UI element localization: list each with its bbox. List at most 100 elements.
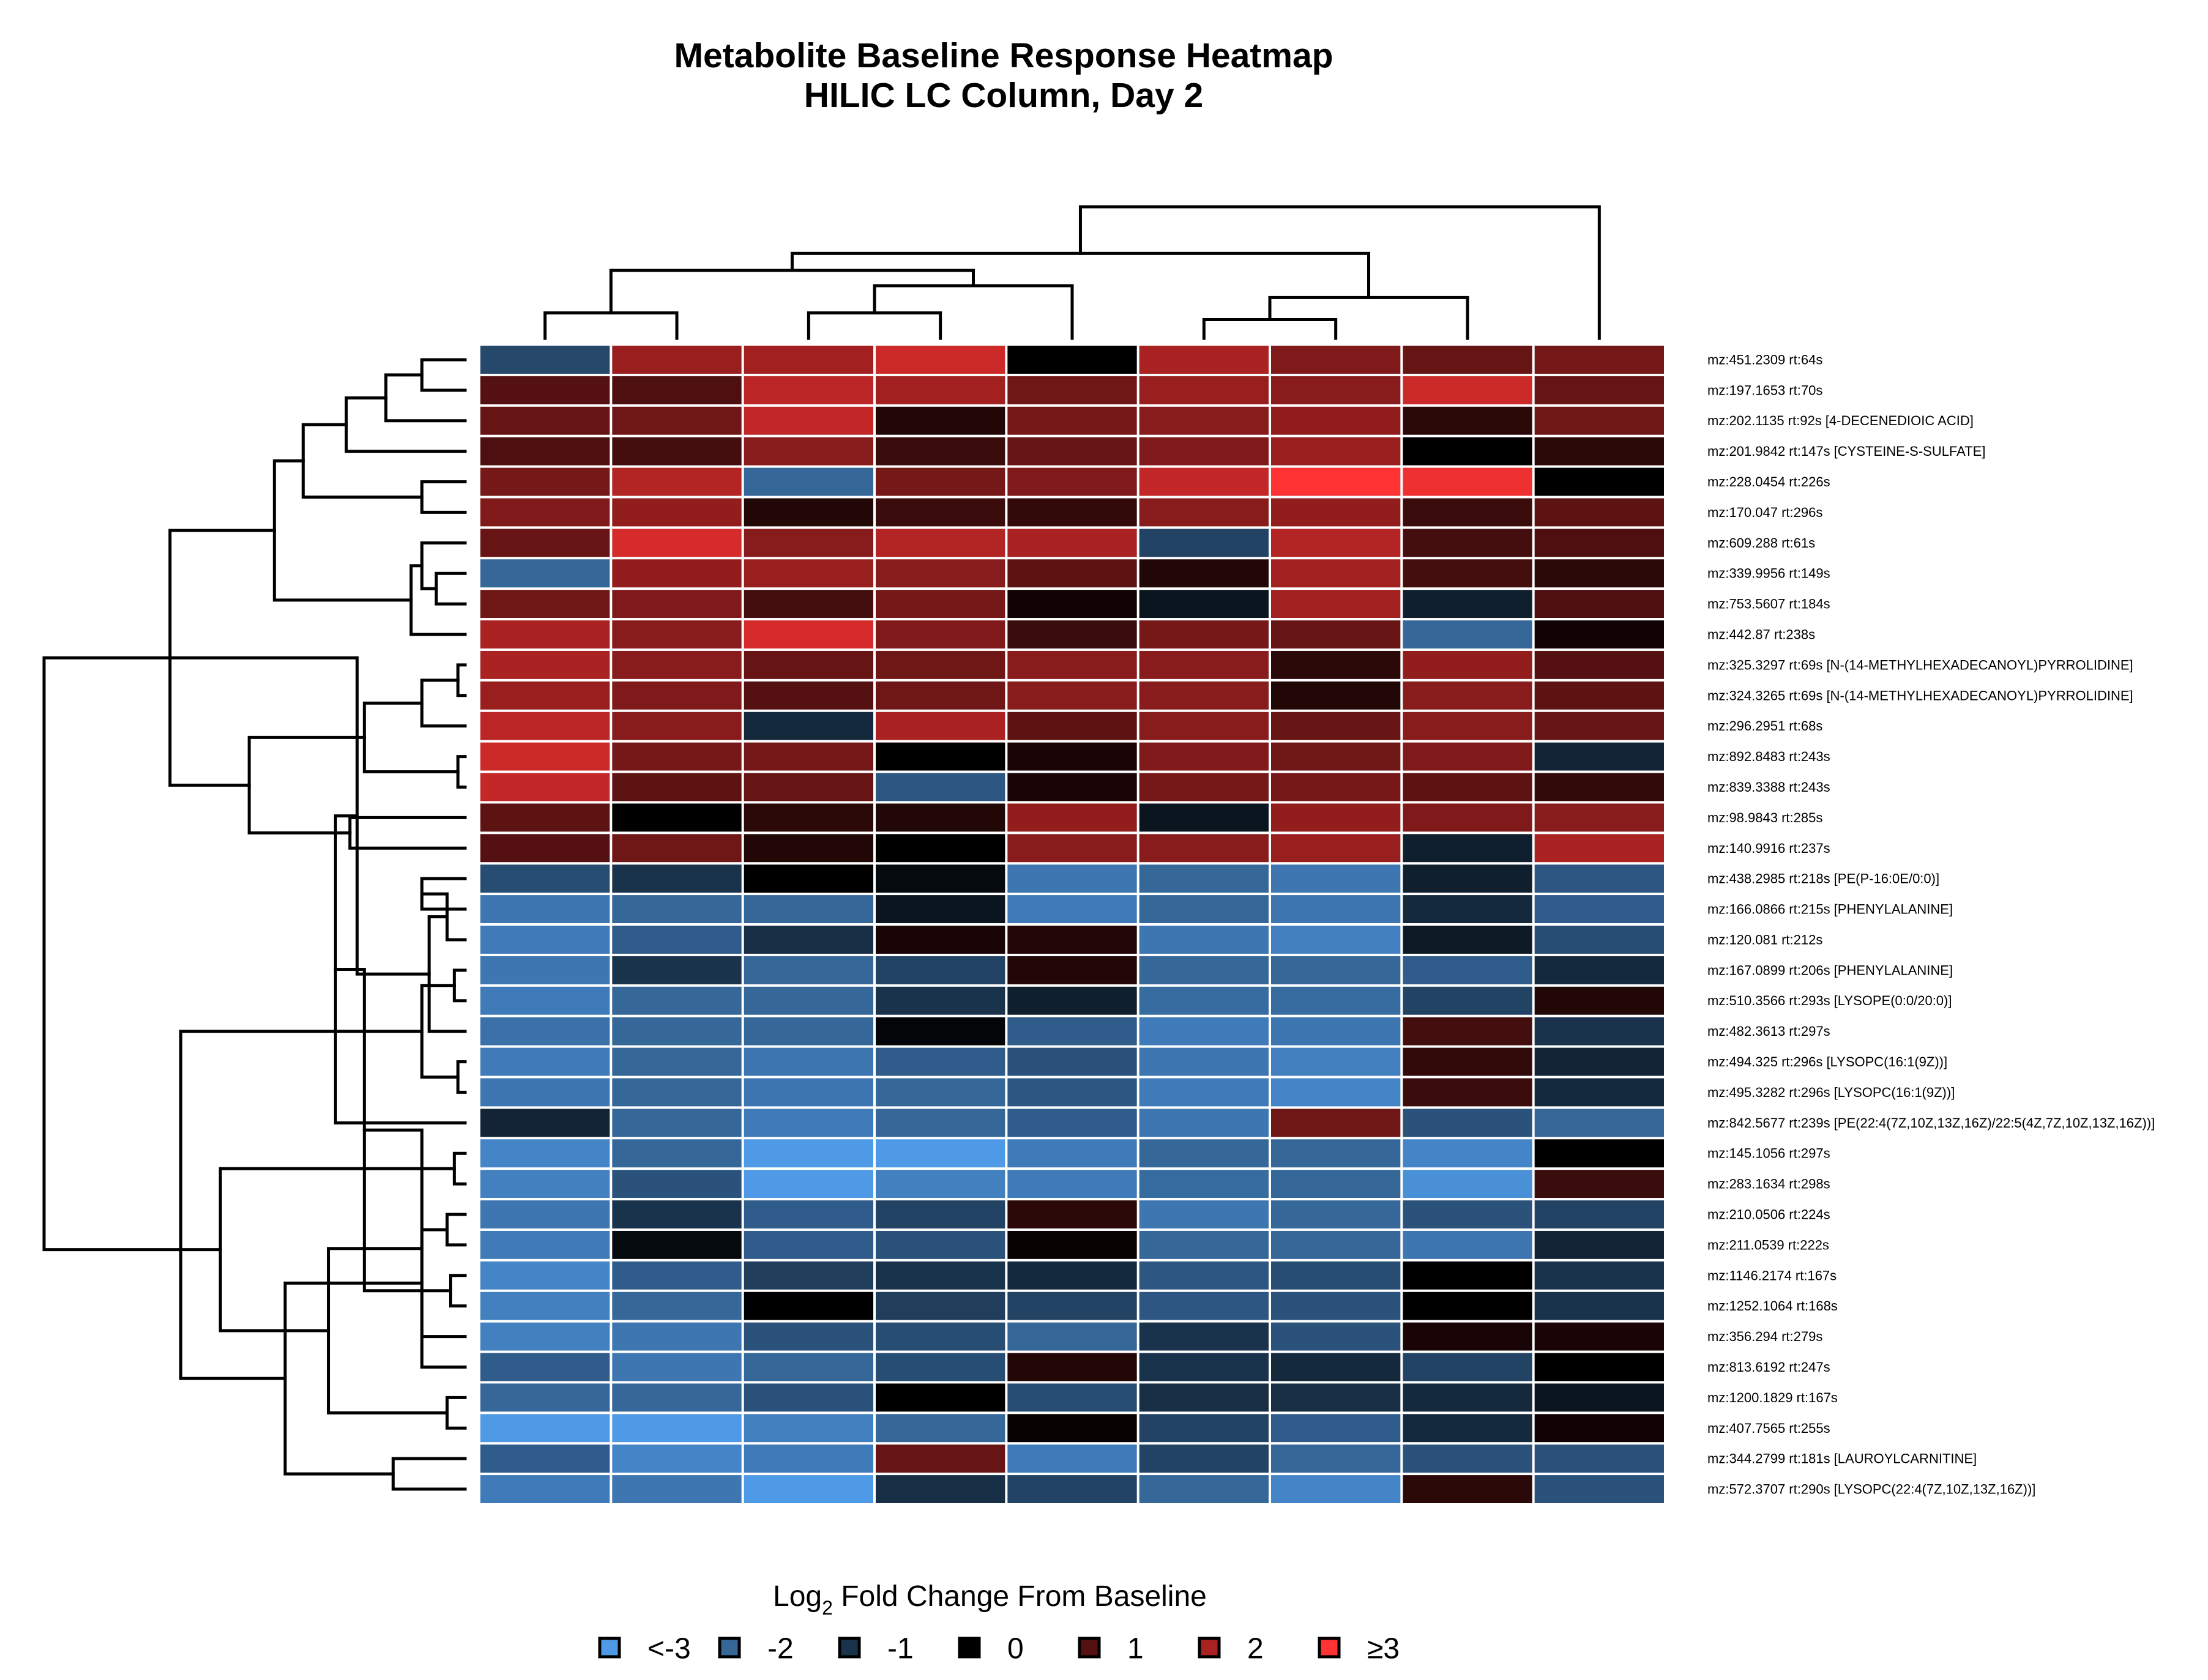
heatmap-cell-r23-c8 [1534,1047,1664,1076]
heatmap-cell-r18-c0 [480,895,610,923]
heatmap-cell-r6-c6 [1271,529,1401,557]
heatmap-cell-r23-c5 [1139,1047,1269,1076]
column-dendrogram-branch [609,269,975,314]
heatmap-cell-r14-c0 [480,773,610,801]
heatmap-cell-r37-c6 [1271,1475,1401,1503]
row-dendrogram-branch [348,816,467,850]
heatmap-cell-r33-c2 [744,1353,873,1381]
heatmap-cell-r36-c3 [876,1444,1005,1473]
heatmap-cell-r28-c7 [1403,1200,1532,1228]
row-label: mz:210.0506 rt:224s [1707,1207,1830,1222]
heatmap-cell-r28-c3 [876,1200,1005,1228]
heatmap-cell-r0-c7 [1403,346,1532,374]
heatmap-cell-r6-c0 [480,529,610,557]
heatmap-cell-r26-c3 [876,1139,1005,1168]
row-label: mz:167.0899 rt:206s [PHENYLALANINE] [1707,962,1953,978]
heatmap-cell-r3-c7 [1403,437,1532,466]
heatmap-cell-r2-c8 [1534,406,1664,435]
heatmap-cell-r9-c0 [480,620,610,649]
row-label: mz:510.3566 rt:293s [LYSOPE(0:0/20:0)] [1707,993,1952,1008]
row-label: mz:339.9956 rt:149s [1707,566,1830,581]
heatmap-cell-r3-c2 [744,437,873,466]
heatmap-cell-r12-c1 [612,712,742,740]
heatmap-cell-r5-c1 [612,498,742,527]
heatmap-cell-r7-c7 [1403,559,1532,588]
heatmap-cell-r33-c3 [876,1353,1005,1381]
heatmap-cell-r36-c8 [1534,1444,1664,1473]
heatmap-cell-r0-c0 [480,346,610,374]
heatmap-cell-r3-c5 [1139,437,1269,466]
heatmap-cell-r35-c1 [612,1414,742,1443]
heatmap-cell-r2-c2 [744,406,873,435]
row-dendrogram-branch [452,968,467,1003]
heatmap-cell-r28-c0 [480,1200,610,1228]
heatmap-cell-r31-c3 [876,1292,1005,1320]
heatmap-cell-r5-c3 [876,498,1005,527]
heatmap-cell-r8-c2 [744,590,873,619]
row-label: mz:495.3282 rt:296s [LYSOPC(16:1(9Z))] [1707,1085,1955,1100]
heatmap-cell-r10-c3 [876,650,1005,679]
heatmap-cell-r16-c8 [1534,834,1664,863]
heatmap-cell-r24-c6 [1271,1078,1401,1107]
row-dendrogram-branch [272,459,413,602]
heatmap-cell-r2-c6 [1271,406,1401,435]
heatmap-cell-r4-c0 [480,467,610,496]
heatmap-cell-r17-c1 [612,864,742,893]
heatmap-cell-r17-c5 [1139,864,1269,893]
heatmap-cell-r13-c0 [480,742,610,771]
row-label: mz:202.1135 rt:92s [4-DECENEDIOIC ACID] [1707,413,1974,428]
heatmap-cell-r31-c7 [1403,1292,1532,1320]
row-label: mz:839.3388 rt:243s [1707,779,1830,795]
heatmap-cell-r21-c5 [1139,986,1269,1015]
heatmap-cell-r20-c1 [612,956,742,984]
row-dendrogram-branch [168,656,431,976]
chart-title: Metabolite Baseline Response Heatmap [674,36,1333,75]
heatmap-cell-r8-c0 [480,590,610,619]
heatmap-cell-r8-c6 [1271,590,1401,619]
heatmap-cell-r28-c5 [1139,1200,1269,1228]
heatmap-cell-r29-c6 [1271,1230,1401,1259]
column-dendrogram-branch [543,311,679,340]
legend-label: -1 [887,1633,914,1665]
heatmap-cell-r20-c4 [1007,956,1137,984]
heatmap-cell-r2-c3 [876,406,1005,435]
heatmap-cell-r36-c7 [1403,1444,1532,1473]
heatmap-cell-r24-c1 [612,1078,742,1107]
heatmap-cell-r1-c6 [1271,376,1401,404]
heatmap-cell-r18-c8 [1534,895,1664,923]
heatmap-cell-r13-c1 [612,742,742,771]
heatmap-cell-r32-c6 [1271,1322,1401,1351]
heatmap-cell-r30-c6 [1271,1261,1401,1290]
heatmap-cell-r19-c0 [480,926,610,954]
heatmap-cell-r11-c1 [612,681,742,710]
heatmap-cell-r13-c3 [876,742,1005,771]
heatmap-cell-r26-c1 [612,1139,742,1168]
column-dendrogram-branch [807,311,942,340]
heatmap-cell-r14-c4 [1007,773,1137,801]
heatmap-cell-r1-c0 [480,376,610,404]
heatmap-cell-r3-c3 [876,437,1005,466]
heatmap-cell-r26-c2 [744,1139,873,1168]
row-label: mz:609.288 rt:61s [1707,535,1815,551]
heatmap-cell-r27-c2 [744,1170,873,1199]
heatmap-cell-r6-c3 [876,529,1005,557]
heatmap-cell-r30-c3 [876,1261,1005,1290]
heatmap-cell-r6-c5 [1139,529,1269,557]
heatmap-cell-r5-c6 [1271,498,1401,527]
heatmap-cell-r1-c5 [1139,376,1269,404]
heatmap-cell-r13-c8 [1534,742,1664,771]
heatmap-cell-r29-c5 [1139,1230,1269,1259]
heatmap-cell-r25-c8 [1534,1109,1664,1137]
heatmap-cell-r10-c0 [480,650,610,679]
heatmap-cell-r21-c1 [612,986,742,1015]
heatmap-cell-r20-c0 [480,956,610,984]
heatmap-cell-r27-c0 [480,1170,610,1199]
heatmap-cell-r0-c1 [612,346,742,374]
heatmap-cell-r0-c2 [744,346,873,374]
heatmap-cell-r21-c0 [480,986,610,1015]
row-dendrogram-branch [446,1396,467,1430]
heatmap-cell-r35-c2 [744,1414,873,1443]
heatmap-cell-r24-c3 [876,1078,1005,1107]
row-dendrogram-branch [420,541,467,590]
heatmap-cell-r34-c1 [612,1383,742,1412]
